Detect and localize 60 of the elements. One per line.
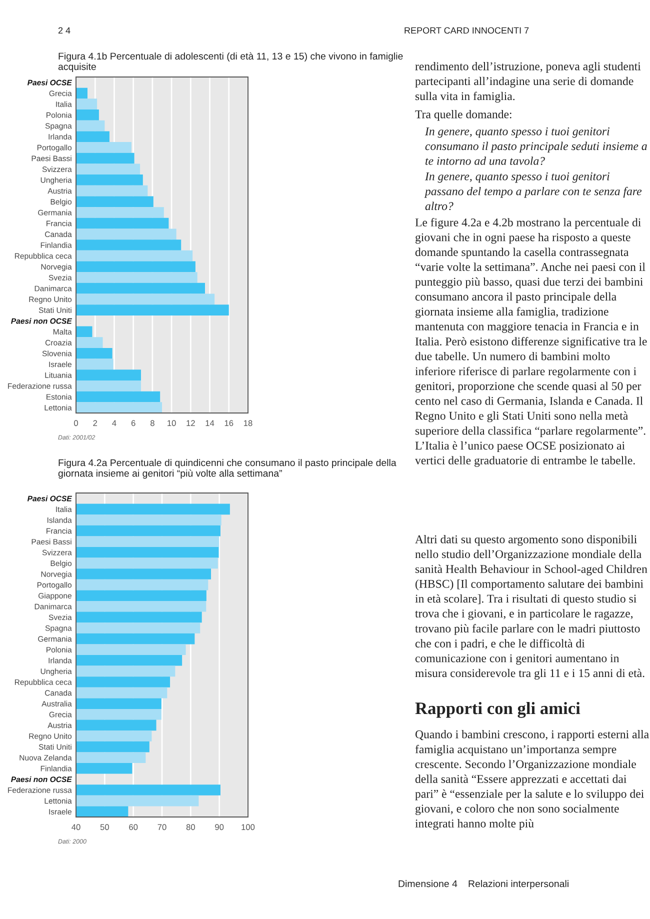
x-tick-label: 16	[224, 420, 234, 426]
x-tick-label: 100	[242, 824, 255, 830]
bar	[76, 282, 205, 294]
bar	[76, 185, 148, 196]
bar	[76, 98, 98, 110]
bar	[76, 240, 182, 250]
bar	[76, 348, 112, 359]
text: Relazioni interpersonali	[468, 880, 568, 890]
x-tick-label: 50	[100, 824, 109, 830]
text: Altri dati su questo argomento sono disponibili nello studio dell’Organizzazione mondiale della sanità Health Behaviour in School-aged Children (HBSC) [Il comportamento salutare dei bambini in età scolare]. Tra i risultati di questo studio si trova che i giovani, e in particolare le ragazze, trovano più facile parlare con le madri piuttosto che con i padri, e che le difficoltà di comunicazione con i genitori aumentano in misura considerevole tra gli 11 e i 15 anni di età.	[415, 535, 648, 680]
text: 2 4	[58, 27, 70, 34]
bar	[76, 304, 229, 316]
bar	[76, 218, 169, 229]
bar	[76, 250, 193, 262]
x-tick-label: 10	[168, 420, 176, 426]
bar	[76, 88, 88, 99]
text: Rapporti con gli amici	[415, 702, 580, 718]
bar	[76, 402, 162, 413]
bar	[76, 391, 160, 402]
chart-title: Figura 4.1b Percentuale di adolescenti (di età 11, 13 e 15) che vivono in famiglie acquisite	[58, 52, 403, 72]
text: Tra quelle domande:	[415, 110, 512, 121]
bar	[76, 272, 198, 283]
x-tick-label: 80	[186, 824, 195, 830]
bar	[76, 164, 140, 175]
x-tick-label: 6	[131, 420, 136, 426]
text: REPORT CARD INNOCENTI 7	[404, 27, 529, 34]
chart-title: Figura 4.2a Percentuale di quindicenni che consumano il pasto principale della giornata insieme ai genitori “più volte alla settimana”	[58, 459, 396, 479]
x-tick-label: 70	[158, 824, 166, 830]
bar	[76, 131, 110, 142]
text: In genere, quanto spesso i tuoi genitori consumano il pasto principale seduti insieme a te intorno ad una tavola?	[424, 127, 647, 165]
x-tick-label: 12	[186, 420, 195, 426]
bar	[76, 228, 176, 240]
bar	[76, 152, 134, 164]
x-tick-label: 8	[150, 420, 154, 426]
x-tick-label: 14	[206, 420, 214, 426]
bar	[76, 294, 215, 305]
x-tick-label: 40	[72, 824, 80, 830]
x-tick-label: 0	[74, 420, 78, 426]
bar	[76, 196, 154, 208]
bar	[76, 380, 141, 392]
bar	[76, 120, 105, 132]
text: Le figure 4.2a e 4.2b mostrano la percentuale di giovani che in ogni paese ha risposto a queste domande spuntando la casella contrassegnata “varie volte la settimana”. Anche nei paesi con il punteggio più basso, quasi due terzi dei bambini consumano ancora il pasto principale della giornata insieme alla famiglia, tradizione mantenuta con maggiore tenacia in Francia e in Italia. Però esistono differenze significative tra le due tabelle. Un numero di bambini molto inferiore riferisce di parlare regolarmente con i genitori, proporzione che scende quasi al 50 per cento nel caso di Germania, Islanda e Canada. Il Regno Unito e gli Stati Uniti sono nella metà superiore della classifica “parlare regolarmente”. L’Italia è l’unico paese OCSE posizionato ai vertici delle graduatorie di entrambe le tabelle.	[415, 218, 647, 467]
bar	[76, 370, 141, 380]
bar	[76, 261, 196, 272]
bar	[76, 110, 99, 120]
x-tick-label: 60	[129, 824, 138, 830]
x-tick-label: 4	[112, 420, 116, 426]
x-tick-label: 18	[244, 420, 252, 426]
x-tick-label: 2	[93, 420, 98, 426]
bar	[76, 174, 143, 186]
bar	[76, 142, 132, 153]
bar	[76, 337, 103, 348]
bar	[76, 358, 114, 370]
text: Quando i bambini crescono, i rapporti esterni alla famiglia acquistano un’importanza sempre crescente. Secondo l’Organizzazione mondiale della sanità “Essere apprezzati e accettati dai pari” è “essenziale per la salute e lo sviluppo dei giovani, e coloro che non sono socialmente integrati hanno molte più	[415, 730, 649, 830]
bar	[76, 207, 164, 218]
text: Dimensione 4	[398, 880, 458, 888]
bar	[76, 326, 92, 338]
text: rendimento dell’istruzione, poneva agli studenti partecipanti all’indagine una serie di domande sulla vita in famiglia.	[415, 62, 641, 103]
text: In genere, quanto spesso i tuoi genitori passano del tempo a parlare con te senza fare altro?	[424, 172, 642, 210]
x-tick-label: 90	[215, 824, 224, 830]
